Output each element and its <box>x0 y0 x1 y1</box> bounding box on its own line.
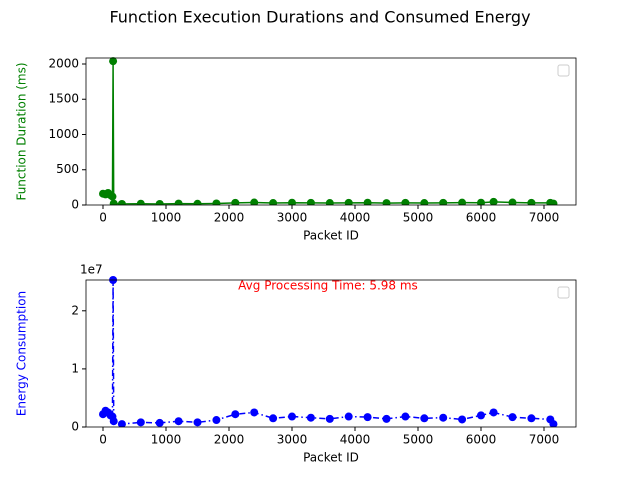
plot-area <box>99 276 558 427</box>
data-point <box>155 418 164 427</box>
y-axis-label: Function Duration (ms) <box>15 62 29 200</box>
data-point <box>527 414 536 423</box>
data-point <box>193 418 202 427</box>
y-tick-label: 500 <box>56 162 79 176</box>
data-point <box>489 408 498 417</box>
data-point <box>549 199 558 205</box>
data-point <box>136 418 145 427</box>
data-point <box>344 412 353 421</box>
x-tick-label: 3000 <box>277 211 308 225</box>
data-point <box>325 414 334 423</box>
x-tick-label: 1000 <box>151 211 182 225</box>
x-tick-label: 7000 <box>529 433 560 447</box>
data-point <box>212 199 221 205</box>
data-point <box>136 199 145 205</box>
data-point <box>269 199 278 205</box>
data-point <box>508 413 517 422</box>
data-point <box>420 414 429 423</box>
data-point <box>401 412 410 421</box>
data-point <box>458 198 467 205</box>
data-point <box>439 198 448 205</box>
x-tick-label: 2000 <box>214 211 245 225</box>
axes-frame <box>85 279 577 428</box>
x-tick-label: 1000 <box>151 433 182 447</box>
x-tick-label: 4000 <box>340 211 371 225</box>
axes-frame <box>85 57 577 206</box>
y-tick-label: 2000 <box>48 56 79 70</box>
data-point <box>109 417 118 426</box>
data-point <box>527 198 536 205</box>
data-point <box>288 412 297 421</box>
x-axis-label: Packet ID <box>303 451 359 465</box>
y-offset-label: 1e7 <box>80 263 103 277</box>
x-tick-label: 4000 <box>340 433 371 447</box>
data-point <box>401 198 410 205</box>
data-point <box>212 416 221 425</box>
data-point <box>231 410 240 419</box>
series-line <box>102 279 555 425</box>
y-tick-label: 0 <box>71 420 79 434</box>
x-tick-label: 7000 <box>529 211 560 225</box>
data-point <box>476 198 485 205</box>
y-tick-label: 1500 <box>48 92 79 106</box>
data-point <box>117 420 126 427</box>
y-tick-label: 1000 <box>48 127 79 141</box>
data-point <box>325 199 334 205</box>
data-point <box>174 417 183 426</box>
legend-box <box>557 286 570 299</box>
x-tick-label: 5000 <box>403 211 434 225</box>
data-point <box>439 413 448 422</box>
x-tick-label: 0 <box>99 433 107 447</box>
x-tick-label: 5000 <box>403 433 434 447</box>
y-tick-label: 1 <box>71 361 79 375</box>
data-point <box>250 198 259 205</box>
data-point <box>476 411 485 420</box>
y-axis-label: Energy Consumption <box>15 291 29 416</box>
data-point <box>109 57 118 66</box>
data-point <box>117 199 126 205</box>
y-tick-label: 0 <box>71 198 79 212</box>
data-point <box>458 415 467 424</box>
legend-box <box>557 64 570 77</box>
x-tick-label: 3000 <box>277 433 308 447</box>
y-tick-label: 2 <box>71 303 79 317</box>
data-point <box>489 197 498 205</box>
annotation: Avg Processing Time: 5.98 ms <box>238 279 418 293</box>
data-point <box>363 198 372 205</box>
x-tick-label: 6000 <box>466 433 497 447</box>
data-point <box>420 199 429 205</box>
data-point <box>269 414 278 423</box>
data-point <box>508 198 517 205</box>
data-point <box>109 199 118 205</box>
data-point <box>306 413 315 422</box>
data-point <box>193 199 202 205</box>
x-tick-label: 2000 <box>214 433 245 447</box>
data-point <box>288 198 297 205</box>
data-point <box>363 413 372 422</box>
data-point <box>306 198 315 205</box>
plot-area <box>99 57 558 205</box>
figure-title: Function Execution Durations and Consume… <box>109 8 530 27</box>
data-point <box>174 199 183 205</box>
data-point <box>155 199 164 205</box>
data-point <box>382 414 391 423</box>
data-point <box>549 420 558 427</box>
data-point <box>231 198 240 205</box>
x-tick-label: 6000 <box>466 211 497 225</box>
series-line <box>102 61 554 205</box>
x-tick-label: 0 <box>99 211 107 225</box>
data-point <box>108 192 117 201</box>
data-point <box>382 199 391 205</box>
x-axis-label: Packet ID <box>303 229 359 243</box>
data-point <box>344 198 353 205</box>
data-point <box>250 408 259 417</box>
